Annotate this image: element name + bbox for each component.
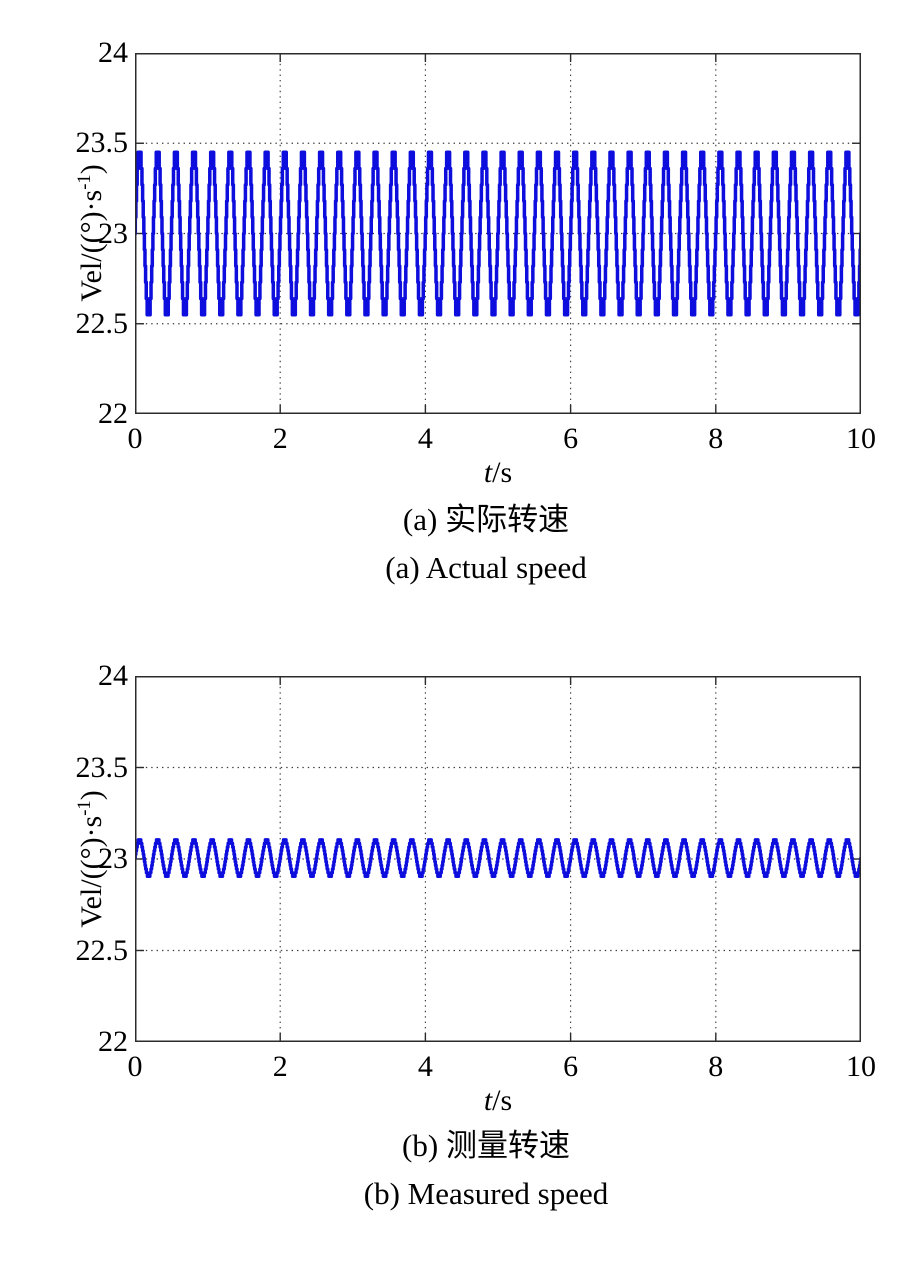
- x-axis-label-symbol: t: [483, 1084, 493, 1117]
- y-axis-label-close: ): [75, 790, 108, 801]
- y-axis-label-superscript: -1: [74, 174, 95, 190]
- waveform-plot: [135, 53, 861, 414]
- y-tick-label: 23.5: [75, 126, 129, 160]
- x-tick-label: 6: [563, 1050, 579, 1083]
- caption-en: (a) Actual speed: [385, 550, 587, 585]
- caption-zh: (a) 实际转速: [402, 502, 570, 537]
- x-tick-label: 10: [846, 422, 876, 455]
- waveform-plot: [135, 676, 861, 1042]
- caption-zh: (b) 测量转速: [402, 1128, 570, 1163]
- y-tick-label: 23: [98, 216, 128, 250]
- x-tick-label: 0: [127, 1050, 143, 1083]
- x-axis-label: t/s: [484, 1086, 512, 1116]
- axis-box: [135, 53, 861, 414]
- x-axis-label-symbol: t: [483, 456, 493, 489]
- y-tick-label: 22: [98, 397, 128, 430]
- x-tick-label: 6: [563, 422, 579, 455]
- speed-waveform: [135, 838, 861, 879]
- y-axis-label: Vel/((°)·s-1): [74, 790, 108, 928]
- y-tick-labels: 24 23.5 23 22.5 22: [0, 0, 129, 1261]
- x-axis-label: t/s: [484, 458, 512, 488]
- y-tick-label: 22: [98, 1025, 128, 1058]
- y-axis-label-text: Vel/((°)·s: [75, 815, 108, 928]
- y-axis-label-text: Vel/((°)·s: [75, 189, 108, 302]
- x-tick-label: 10: [846, 1050, 876, 1083]
- x-tick-label: 2: [272, 422, 288, 455]
- y-tick-labels: 24 23.5 23 22.5 22: [0, 0, 129, 1261]
- axis-box: [135, 676, 861, 1042]
- x-tick-label: 2: [272, 1050, 288, 1083]
- y-tick-label: 24: [98, 659, 128, 692]
- y-axis-label-close: ): [75, 164, 108, 175]
- y-tick-label: 22.5: [75, 306, 129, 340]
- speed-waveform: [135, 150, 861, 317]
- y-axis-label-superscript: -1: [74, 800, 95, 816]
- x-tick-label: 4: [417, 1050, 433, 1083]
- plot-area: [135, 676, 861, 1042]
- y-tick-label: 23.5: [75, 750, 129, 784]
- y-tick-label: 24: [98, 36, 128, 69]
- x-tick-label: 0: [127, 422, 143, 455]
- x-axis-label-unit: /s: [492, 456, 513, 489]
- y-axis-label: Vel/((°)·s-1): [74, 164, 108, 302]
- y-tick-label: 22.5: [75, 933, 129, 967]
- x-tick-label: 8: [708, 422, 724, 455]
- x-tick-label: 4: [417, 422, 433, 455]
- x-axis-label-unit: /s: [492, 1084, 513, 1117]
- caption-en: (b) Measured speed: [363, 1176, 609, 1211]
- x-tick-label: 8: [708, 1050, 724, 1083]
- plot-area: [135, 53, 861, 414]
- y-tick-label: 23: [98, 842, 128, 875]
